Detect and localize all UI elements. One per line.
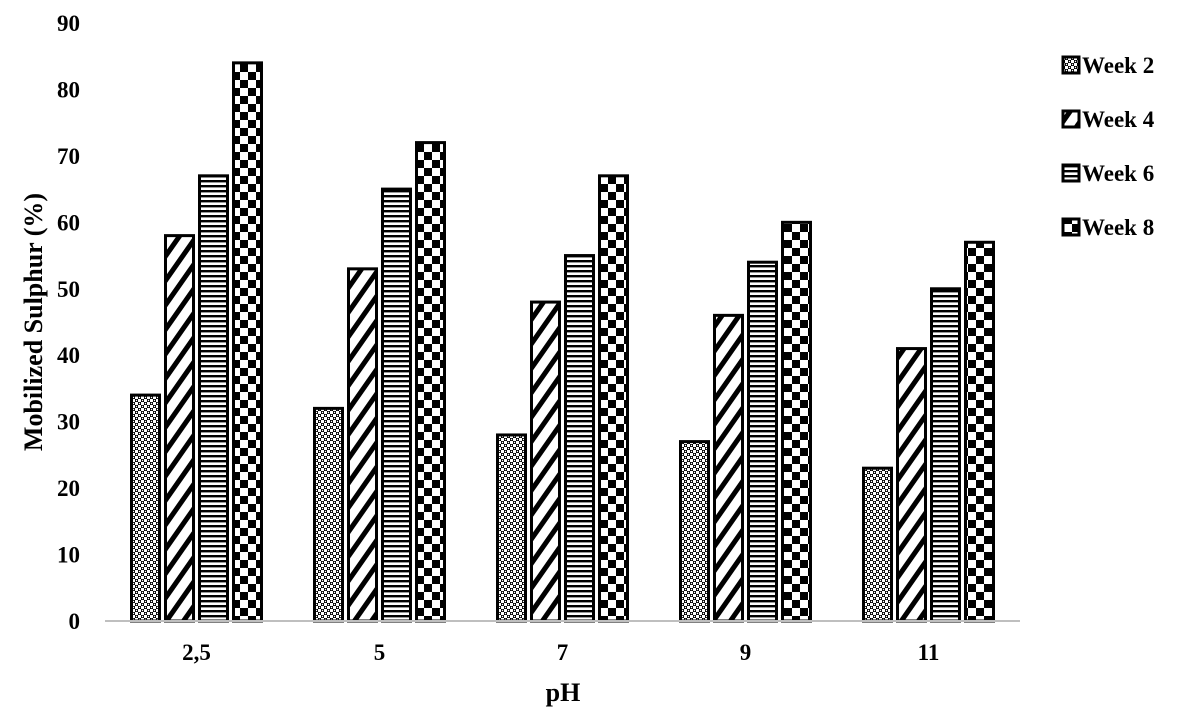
x-tick-label: 9 <box>740 640 752 665</box>
bar-week-6-ph-7 <box>564 254 595 623</box>
x-axis-ticks: 2,5 5 7 9 11 <box>182 640 939 665</box>
bar-week-4-ph-7 <box>530 300 561 623</box>
y-tick-label: 20 <box>57 476 80 501</box>
bar-week-4-ph-9 <box>713 313 744 623</box>
bar-week-6-ph-9 <box>747 260 778 623</box>
legend-swatch <box>1061 163 1081 183</box>
bar-week-8-ph-11 <box>964 240 995 623</box>
legend-label: Week 2 <box>1082 53 1154 78</box>
legend-swatch <box>1061 217 1081 237</box>
x-tick-label: 11 <box>918 640 940 665</box>
bar-week-2-ph-9 <box>679 440 710 623</box>
bar-week-4-ph-5 <box>347 267 378 623</box>
legend-swatch <box>1061 109 1081 129</box>
y-axis-title: Mobilized Sulphur (%) <box>19 193 48 451</box>
bar-week-8-ph-7 <box>598 174 629 623</box>
legend: Week 2 Week 4 Week 6 Week 8 <box>1061 53 1155 240</box>
legend-label: Week 6 <box>1082 161 1154 186</box>
y-tick-label: 10 <box>57 543 80 568</box>
x-tick-label: 2,5 <box>182 640 211 665</box>
legend-label: Week 4 <box>1082 107 1155 132</box>
bar-week-2-ph-5 <box>313 406 344 623</box>
bar-week-8-ph-5 <box>415 141 446 623</box>
bar-week-8-ph-2-5 <box>232 61 263 623</box>
bar-week-6-ph-5 <box>381 187 412 623</box>
x-axis-title: pH <box>546 678 581 707</box>
bars-layer <box>130 61 995 623</box>
y-tick-label: 70 <box>57 144 80 169</box>
y-tick-label: 30 <box>57 410 80 435</box>
x-tick-label: 7 <box>557 640 569 665</box>
bar-week-4-ph-2-5 <box>164 234 195 623</box>
legend-label: Week 8 <box>1082 215 1154 240</box>
bar-week-6-ph-2-5 <box>198 174 229 623</box>
y-tick-label: 80 <box>57 77 80 102</box>
y-tick-label: 90 <box>57 11 80 36</box>
bar-week-8-ph-9 <box>781 220 812 623</box>
legend-swatch <box>1061 55 1081 75</box>
y-tick-label: 0 <box>69 609 81 634</box>
y-tick-label: 50 <box>57 277 80 302</box>
bar-week-6-ph-11 <box>930 287 961 623</box>
bar-week-2-ph-11 <box>862 466 893 623</box>
y-tick-label: 60 <box>57 210 80 235</box>
bar-week-2-ph-2-5 <box>130 393 161 623</box>
x-tick-label: 5 <box>374 640 386 665</box>
y-axis-ticks: 0 10 20 30 40 50 60 70 80 90 <box>57 11 80 634</box>
y-tick-label: 40 <box>57 343 80 368</box>
bar-week-2-ph-7 <box>496 433 527 623</box>
bar-week-4-ph-11 <box>896 347 927 623</box>
